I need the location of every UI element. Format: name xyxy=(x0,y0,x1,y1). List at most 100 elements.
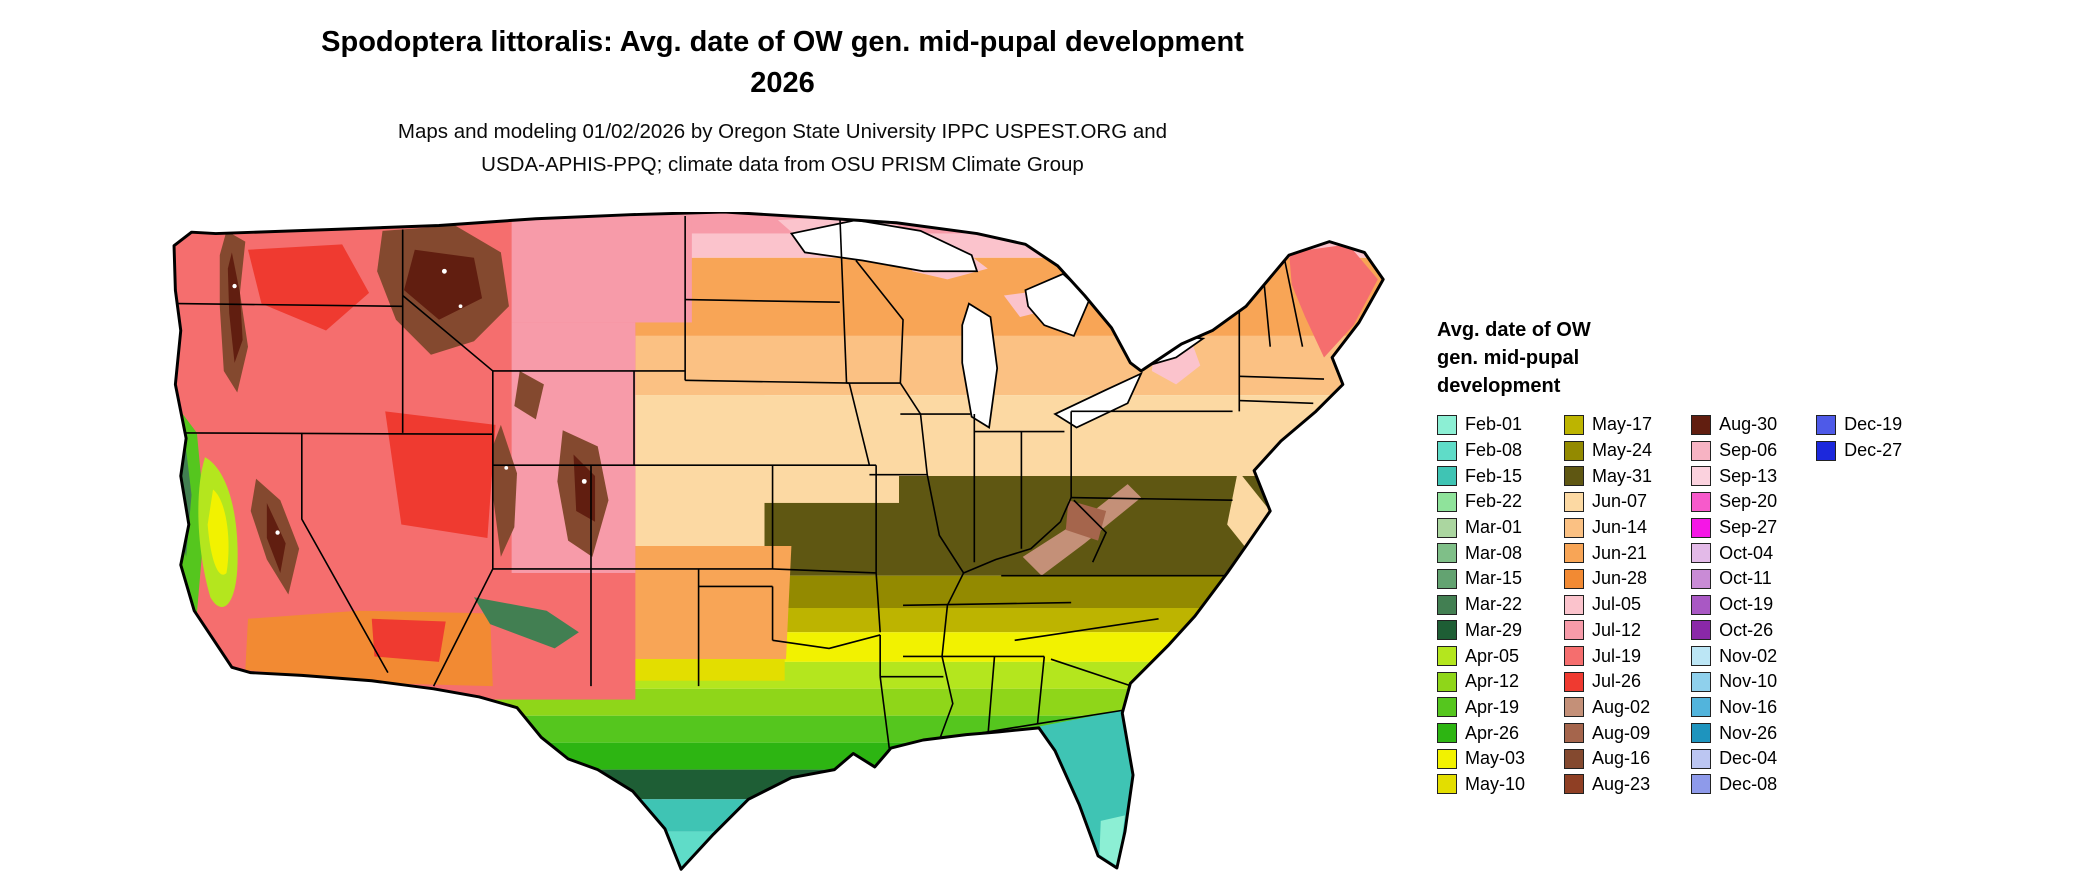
legend-label: May-10 xyxy=(1465,773,1526,794)
legend-label: Nov-02 xyxy=(1719,645,1778,666)
legend-swatch xyxy=(1437,517,1457,538)
legend-swatch xyxy=(1691,543,1712,564)
legend-label: Apr-12 xyxy=(1465,671,1520,692)
legend-label: Nov-16 xyxy=(1719,696,1778,717)
map-legend: Avg. date of OW gen. mid-pupal developme… xyxy=(1437,316,2077,797)
legend-swatch xyxy=(1691,491,1712,512)
legend-swatch xyxy=(1437,491,1457,512)
legend-label: Oct-04 xyxy=(1719,542,1774,563)
legend-swatch xyxy=(1564,517,1585,538)
legend-label: Feb-01 xyxy=(1465,414,1523,435)
legend-swatch xyxy=(1564,774,1585,795)
legend-item: Jun-28 xyxy=(1564,566,1652,592)
legend-item: Jun-07 xyxy=(1564,489,1652,515)
legend-swatch xyxy=(1691,594,1712,615)
legend-swatch xyxy=(1437,723,1457,744)
legend-item: Jul-26 xyxy=(1564,669,1652,695)
legend-title-line1: Avg. date of OW xyxy=(1437,319,1591,341)
legend-item: Aug-02 xyxy=(1564,695,1652,721)
legend-swatch xyxy=(1691,723,1712,744)
legend-item: Aug-09 xyxy=(1564,720,1652,746)
legend-label: Jun-28 xyxy=(1592,568,1648,589)
legend-item: Jul-05 xyxy=(1564,592,1652,618)
legend-item: Apr-26 xyxy=(1437,720,1525,746)
lake-michigan xyxy=(961,302,999,429)
legend-item: Aug-16 xyxy=(1564,746,1652,772)
legend-swatch xyxy=(1437,774,1457,795)
legend-label: Apr-05 xyxy=(1465,645,1520,666)
raster-plains-patches xyxy=(613,395,899,681)
lake-erie xyxy=(1053,371,1143,429)
map-subtitle: Maps and modeling 01/02/2026 by Oregon S… xyxy=(0,115,1565,181)
legend-swatch xyxy=(1691,774,1712,795)
legend-item: Nov-16 xyxy=(1691,695,1777,721)
legend-label: Apr-26 xyxy=(1465,722,1520,743)
map-header: Spodoptera littoralis: Avg. date of OW g… xyxy=(0,22,1565,181)
legend-swatch xyxy=(1564,620,1585,641)
page-title-line1: Spodoptera littoralis: Avg. date of OW g… xyxy=(321,26,1244,58)
legend-label: Aug-02 xyxy=(1592,696,1651,717)
legend-item: Feb-08 xyxy=(1437,438,1525,464)
legend-item: Apr-05 xyxy=(1437,643,1525,669)
legend-label: Aug-16 xyxy=(1592,748,1651,769)
legend-label: Jul-05 xyxy=(1592,594,1642,615)
legend-label: Mar-22 xyxy=(1465,594,1523,615)
legend-label: Sep-13 xyxy=(1719,465,1778,486)
legend-swatch xyxy=(1437,646,1457,667)
legend-swatch xyxy=(1437,671,1457,692)
legend-label: Jun-21 xyxy=(1592,542,1648,563)
legend-item: Nov-26 xyxy=(1691,720,1777,746)
legend-item: Sep-20 xyxy=(1691,489,1777,515)
legend-item: May-24 xyxy=(1564,438,1652,464)
legend-swatch xyxy=(1691,568,1712,589)
legend-item: Nov-02 xyxy=(1691,643,1777,669)
us-outline xyxy=(172,212,1385,871)
legend-swatch xyxy=(1691,414,1712,435)
raster-florida xyxy=(1038,710,1134,868)
legend-label: May-17 xyxy=(1592,414,1653,435)
legend-swatch xyxy=(1437,568,1457,589)
legend-label: Apr-19 xyxy=(1465,696,1520,717)
legend-swatch xyxy=(1564,723,1585,744)
legend-label: May-03 xyxy=(1465,748,1526,769)
subtitle-line1: Maps and modeling 01/02/2026 by Oregon S… xyxy=(397,120,1168,143)
legend-swatch xyxy=(1691,748,1712,769)
raster-southwest xyxy=(245,597,579,687)
legend-swatch xyxy=(1437,543,1457,564)
legend-swatch xyxy=(1564,646,1585,667)
legend-column: Dec-19 Dec-27 xyxy=(1816,412,1902,463)
legend-swatch xyxy=(1564,414,1585,435)
legend-item: May-03 xyxy=(1437,746,1525,772)
legend-label: Nov-10 xyxy=(1719,671,1778,692)
legend-label: Jul-26 xyxy=(1592,671,1642,692)
legend-label: Mar-29 xyxy=(1465,619,1523,640)
legend-swatch xyxy=(1437,748,1457,769)
legend-item: Feb-01 xyxy=(1437,412,1525,438)
raster-mountain-west xyxy=(174,212,692,700)
legend-item: Aug-30 xyxy=(1691,412,1777,438)
legend-label: Feb-08 xyxy=(1465,440,1523,461)
lake-superior xyxy=(789,219,979,273)
legend-item: Oct-19 xyxy=(1691,592,1777,618)
legend-swatch xyxy=(1564,466,1585,487)
legend-label: Sep-20 xyxy=(1719,491,1778,512)
legend-item: Nov-10 xyxy=(1691,669,1777,695)
legend-item: Dec-19 xyxy=(1816,412,1902,438)
legend-item: Mar-22 xyxy=(1437,592,1525,618)
legend-item: Jul-12 xyxy=(1564,618,1652,644)
legend-swatch xyxy=(1691,620,1712,641)
legend-item: Mar-01 xyxy=(1437,515,1525,541)
legend-label: Jun-14 xyxy=(1592,517,1648,538)
legend-item: Apr-19 xyxy=(1437,695,1525,721)
legend-entries: Feb-01 Feb-08 Feb-15 Feb-22 Mar-01 Mar-08 Mar-… xyxy=(1437,412,2077,797)
legend-swatch xyxy=(1691,466,1712,487)
legend-label: Dec-04 xyxy=(1719,748,1778,769)
legend-swatch xyxy=(1437,414,1457,435)
legend-swatch xyxy=(1691,440,1712,461)
legend-column: Aug-30 Sep-06 Sep-13 Sep-20 Sep-27 Oct-04 Oct-… xyxy=(1691,412,1777,797)
legend-swatch xyxy=(1437,440,1457,461)
legend-item: Apr-12 xyxy=(1437,669,1525,695)
legend-item: May-17 xyxy=(1564,412,1652,438)
legend-swatch xyxy=(1564,748,1585,769)
